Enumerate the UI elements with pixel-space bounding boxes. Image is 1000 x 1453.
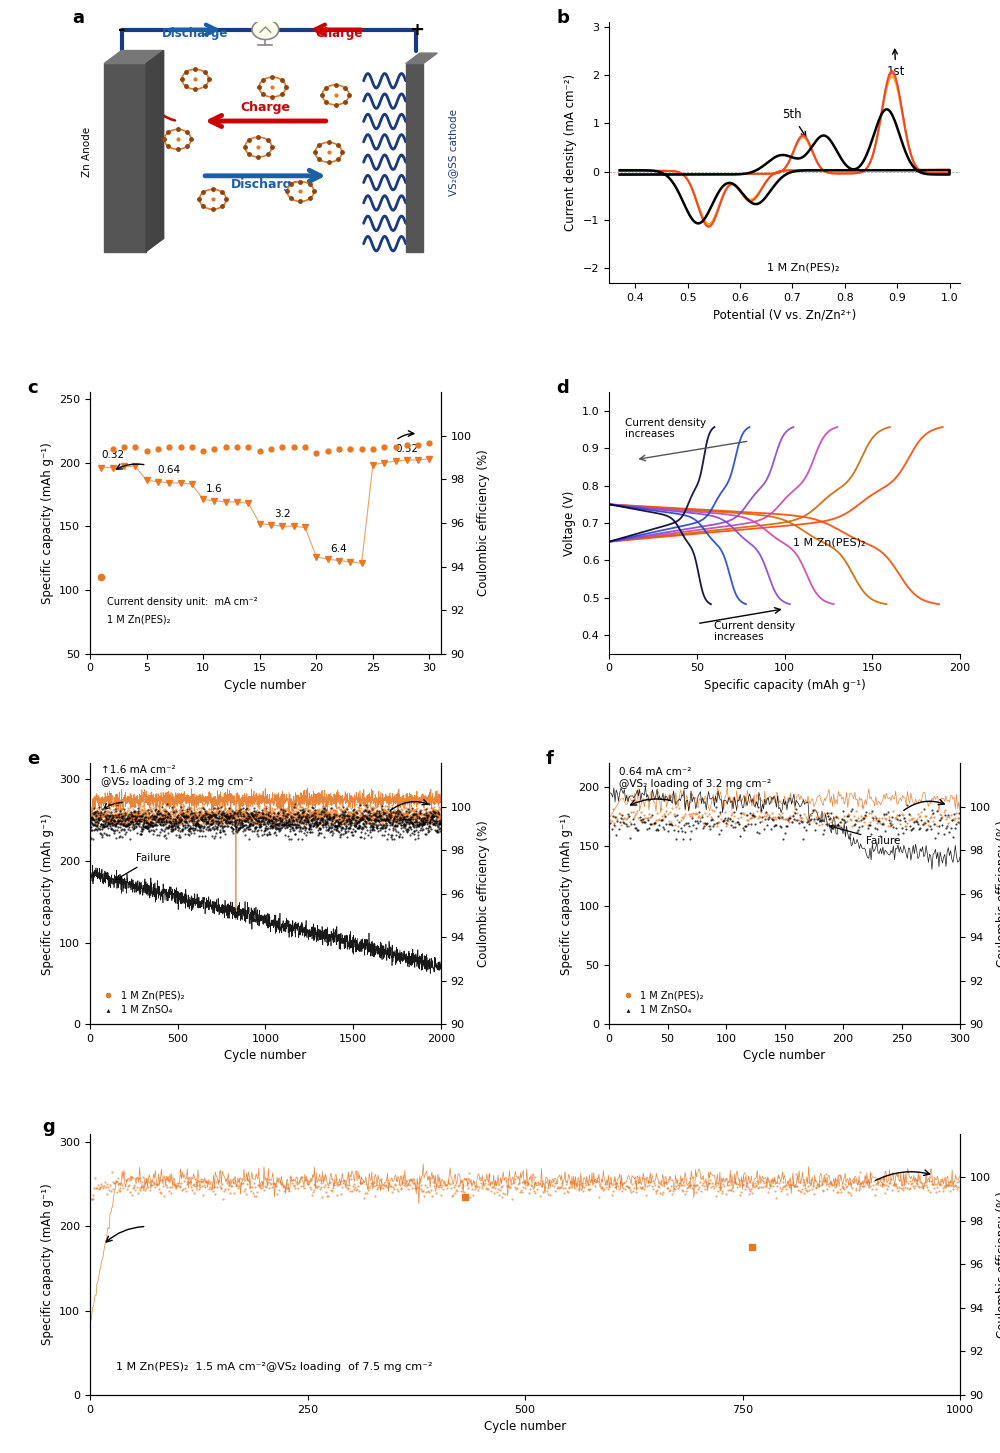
Polygon shape	[406, 54, 437, 64]
Y-axis label: Specific capacity (mAh g⁻¹): Specific capacity (mAh g⁻¹)	[41, 812, 54, 975]
Circle shape	[164, 129, 191, 150]
Text: 1.6: 1.6	[206, 484, 223, 494]
X-axis label: Cycle number: Cycle number	[484, 1420, 566, 1433]
Text: Discharge: Discharge	[230, 177, 300, 190]
X-axis label: Cycle number: Cycle number	[743, 1049, 826, 1062]
X-axis label: Potential (V vs. Zn/Zn²⁺): Potential (V vs. Zn/Zn²⁺)	[713, 308, 856, 321]
Text: 1 M Zn(PES)₂  1.5 mA cm⁻²@VS₂ loading  of 7.5 mg cm⁻²: 1 M Zn(PES)₂ 1.5 mA cm⁻²@VS₂ loading of …	[116, 1361, 433, 1372]
Y-axis label: Current density (mA cm⁻²): Current density (mA cm⁻²)	[564, 74, 577, 231]
Text: 1 M Zn(PES)₂: 1 M Zn(PES)₂	[793, 538, 866, 548]
Text: Zn Anode: Zn Anode	[82, 128, 92, 177]
Text: Failure: Failure	[830, 825, 901, 846]
Text: Failure: Failure	[116, 853, 170, 879]
Text: Charge: Charge	[315, 28, 363, 39]
Text: g: g	[42, 1119, 55, 1136]
Text: 0.64: 0.64	[158, 465, 181, 475]
Text: 0.32: 0.32	[395, 443, 418, 453]
Text: +: +	[409, 20, 424, 39]
Text: VS₂@SS cathode: VS₂@SS cathode	[448, 109, 458, 196]
Text: 3.2: 3.2	[274, 509, 291, 519]
Text: 0.64 mA cm⁻²: 0.64 mA cm⁻²	[619, 767, 691, 777]
Y-axis label: Coulombic efficiency (%): Coulombic efficiency (%)	[996, 1191, 1000, 1338]
X-axis label: Cycle number: Cycle number	[224, 679, 307, 692]
Text: d: d	[557, 379, 569, 398]
Circle shape	[315, 142, 342, 163]
Text: e: e	[27, 750, 39, 769]
Circle shape	[245, 137, 272, 157]
Y-axis label: Coulombic efficiency (%): Coulombic efficiency (%)	[477, 821, 490, 968]
Y-axis label: Specific capacity (mAh g⁻¹): Specific capacity (mAh g⁻¹)	[560, 812, 573, 975]
Text: Charge: Charge	[240, 100, 290, 113]
Polygon shape	[104, 51, 164, 64]
Text: @VS₂ loading of 3.2 mg cm⁻²: @VS₂ loading of 3.2 mg cm⁻²	[101, 777, 253, 788]
Text: 0.32: 0.32	[101, 450, 124, 461]
Text: 6.4: 6.4	[331, 545, 347, 554]
X-axis label: Cycle number: Cycle number	[224, 1049, 307, 1062]
Text: 1 M Zn(PES)₂: 1 M Zn(PES)₂	[107, 615, 170, 625]
X-axis label: Specific capacity (mAh g⁻¹): Specific capacity (mAh g⁻¹)	[704, 679, 865, 692]
Text: 1st: 1st	[887, 49, 905, 78]
Text: Current density
increases: Current density increases	[625, 417, 706, 439]
Y-axis label: Specific capacity (mAh g⁻¹): Specific capacity (mAh g⁻¹)	[41, 1184, 54, 1345]
Legend: 1 M Zn(PES)₂, 1 M ZnSO₄: 1 M Zn(PES)₂, 1 M ZnSO₄	[614, 987, 708, 1020]
Legend: 1 M Zn(PES)₂, 1 M ZnSO₄: 1 M Zn(PES)₂, 1 M ZnSO₄	[95, 987, 188, 1020]
Text: -: -	[118, 20, 125, 39]
Bar	[104, 64, 146, 251]
Circle shape	[322, 84, 349, 105]
Bar	[406, 64, 423, 251]
Text: 5th: 5th	[782, 109, 806, 137]
Circle shape	[182, 70, 209, 89]
Circle shape	[259, 77, 286, 97]
Text: Current density
increases: Current density increases	[714, 620, 796, 642]
Text: b: b	[557, 9, 569, 26]
Text: @VS₂ loading of 3.2 mg cm⁻²: @VS₂ loading of 3.2 mg cm⁻²	[619, 779, 771, 789]
Y-axis label: Coulombic efficiency (%): Coulombic efficiency (%)	[996, 821, 1000, 968]
Polygon shape	[146, 51, 164, 251]
Circle shape	[252, 20, 279, 39]
Circle shape	[199, 189, 226, 209]
Y-axis label: Specific capacity (mAh g⁻¹): Specific capacity (mAh g⁻¹)	[41, 442, 54, 604]
Text: c: c	[27, 379, 37, 398]
Text: a: a	[72, 9, 84, 26]
Text: ↑1.6 mA cm⁻²: ↑1.6 mA cm⁻²	[101, 764, 175, 774]
Text: Discharge: Discharge	[162, 28, 228, 39]
Text: f: f	[546, 750, 554, 769]
Y-axis label: Coulombic efficiency (%): Coulombic efficiency (%)	[477, 449, 490, 596]
Text: 1 M Zn(PES)₂: 1 M Zn(PES)₂	[767, 263, 839, 273]
Y-axis label: Voltage (V): Voltage (V)	[563, 490, 576, 555]
Circle shape	[287, 182, 314, 202]
Text: Current density unit:  mA cm⁻²: Current density unit: mA cm⁻²	[107, 597, 258, 607]
